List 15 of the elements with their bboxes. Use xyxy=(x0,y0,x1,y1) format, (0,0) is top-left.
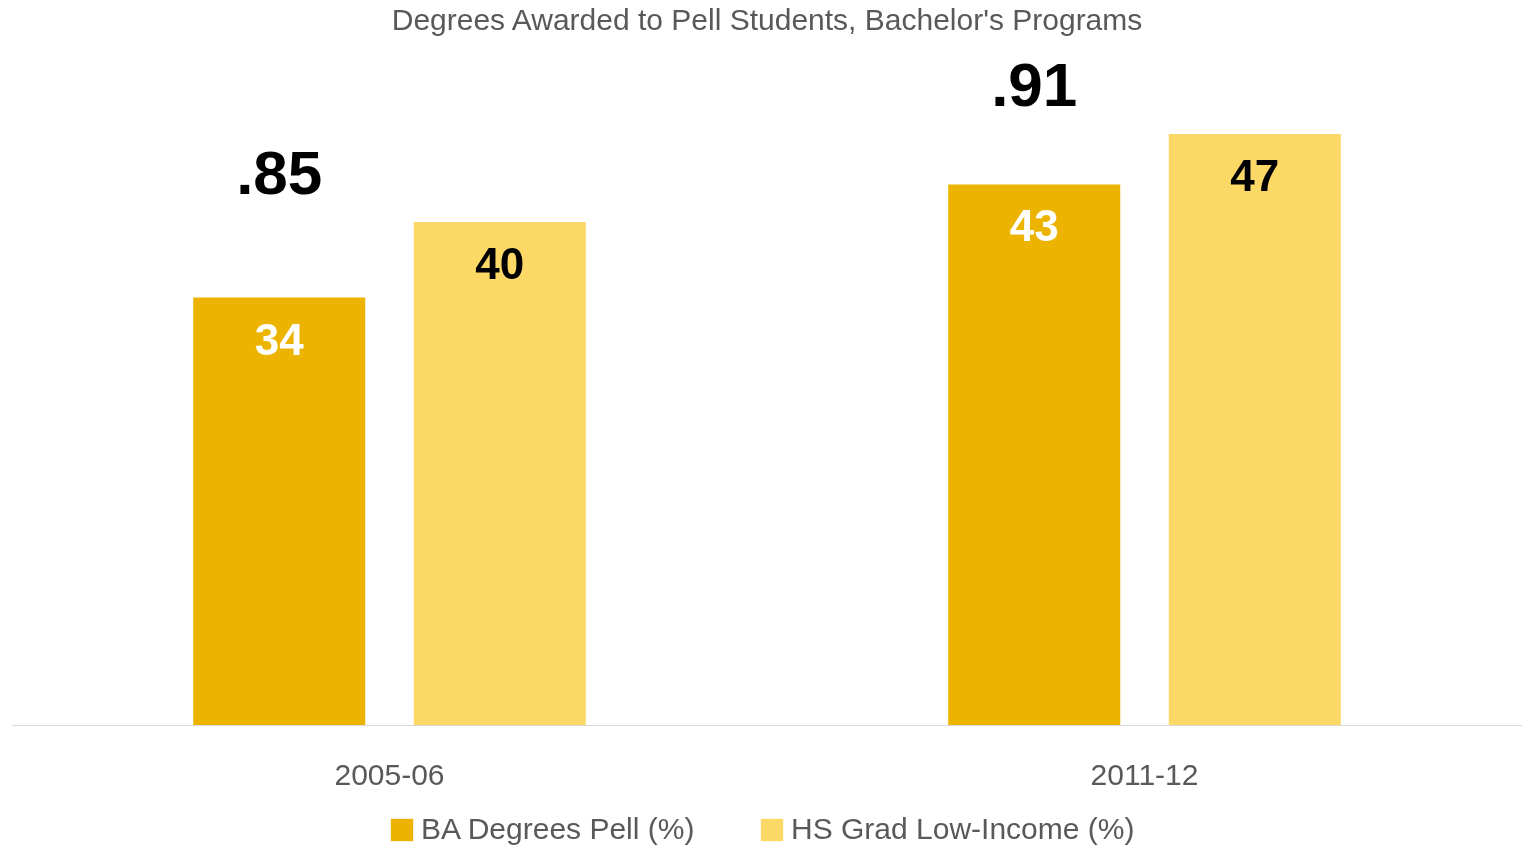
data-label: 34 xyxy=(254,314,305,364)
legend-label: BA Degrees Pell (%) xyxy=(421,812,695,845)
x-tick-label: 2011-12 xyxy=(1090,757,1199,791)
data-label: 47 xyxy=(1230,151,1280,201)
bar xyxy=(1168,134,1341,725)
text: .91 xyxy=(991,50,1078,120)
x-tick-label: 2005-06 xyxy=(334,757,445,791)
bar xyxy=(948,184,1121,725)
bar xyxy=(193,297,366,725)
data-label: 43 xyxy=(1009,201,1059,251)
chart-title: Degrees Awarded to Pell Students, Bachelor's Programs xyxy=(391,3,1143,37)
bar xyxy=(413,222,586,725)
data-label: 40 xyxy=(475,239,525,289)
legend-label: HS Grad Low-Income (%) xyxy=(791,812,1135,845)
annotation: .85 xyxy=(236,138,323,208)
